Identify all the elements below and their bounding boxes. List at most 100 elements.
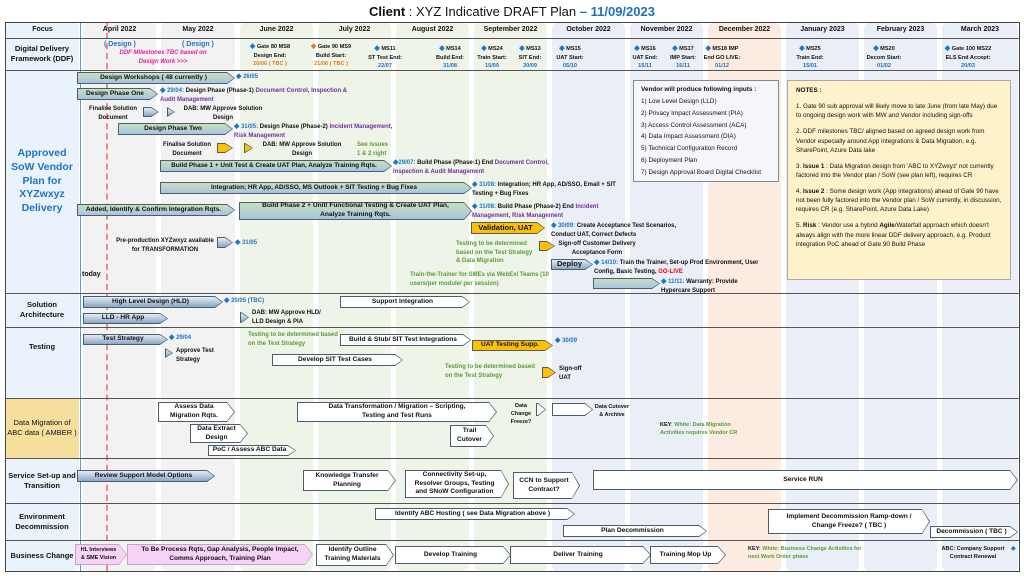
month-header: December 2022 bbox=[718, 26, 771, 33]
bar-kt-planning[interactable]: Knowledge Transfer Planning bbox=[303, 470, 396, 491]
bar-test-strategy[interactable]: Test Strategy bbox=[83, 334, 168, 345]
bar-outline-training[interactable]: Identify Outline Training Materials bbox=[316, 544, 394, 566]
row-label-testing: Testing bbox=[28, 342, 56, 352]
approve-arrow[interactable] bbox=[165, 348, 173, 358]
bar-added-integration-rqts[interactable]: Added, Identify & Confirm Integration Rq… bbox=[77, 204, 235, 216]
bar-integration[interactable]: Integration; HR App, AD/SSO, MS Outlook … bbox=[160, 182, 472, 194]
bar-uat-testing-supp[interactable]: UAT Testing Supp. bbox=[472, 340, 553, 351]
bar-develop-sit[interactable]: Develop SIT Test Cases bbox=[272, 354, 403, 366]
bar-hld[interactable]: High Level Design (HLD) bbox=[83, 296, 223, 308]
design-label: ( Design ) bbox=[104, 41, 136, 48]
ddf-milestone: ◆ Gate 100 MS22 ELS End Accept: 20/03 bbox=[944, 45, 992, 70]
month-header: September 2022 bbox=[483, 26, 538, 33]
bar-data-cutover[interactable] bbox=[552, 403, 593, 416]
row-label-business-change: Business Change bbox=[10, 550, 74, 560]
signoff-arrow[interactable] bbox=[539, 241, 555, 251]
abc-renewal-text: ABC: Company Support Contract Renewal bbox=[941, 546, 1005, 560]
row-label-ddf: Digital Delivery Framework (DDF) bbox=[10, 44, 74, 63]
milestone-arrow[interactable] bbox=[143, 107, 159, 117]
ddf-milestone: ◆ MS25 Train End: 15/01 bbox=[796, 45, 824, 70]
bar-hl-interviews[interactable]: HL Interviews & SME Vision bbox=[75, 544, 127, 565]
bar-build-phase-2[interactable]: Build Phase 2 + Unit/ Functional Testing… bbox=[239, 202, 472, 220]
milestone-diamond-icon: ◆ bbox=[519, 45, 525, 52]
focus-column bbox=[6, 23, 79, 571]
bar-design-workshops[interactable]: Design Workshops ( 48 currently ) bbox=[77, 72, 235, 84]
bar-plan-decommission[interactable]: Plan Decommission bbox=[563, 525, 707, 537]
ddf-milestone: ◆ MS24 Train Start: 15/09 bbox=[477, 45, 507, 70]
bar-develop-training[interactable]: Develop Training bbox=[395, 546, 511, 564]
ddf-milestone: ◆ MS16 UAT End: 15/11 bbox=[632, 45, 658, 70]
bar-data-extract[interactable]: Data Extract Design bbox=[190, 424, 248, 443]
bar-review-support[interactable]: Review Support Model Options bbox=[77, 470, 215, 482]
month-header: October 2022 bbox=[566, 26, 611, 33]
signoff-text: Sign-off Customer Delivery Acceptance Fo… bbox=[558, 241, 636, 256]
milestone-diamond-icon: ◆ bbox=[236, 73, 242, 80]
bar-decommission[interactable]: Decommission ( TBC ) bbox=[930, 526, 1018, 538]
phase2-milestone: ◆ 31/05: Design Phase (Phase-2) Incident… bbox=[234, 123, 393, 140]
testing-tbd-note: Testing to be determined based on the Te… bbox=[445, 364, 535, 379]
ddf-milestone: ◆ MS15 UAT Start: 05/10 bbox=[556, 45, 584, 70]
milestone-arrow[interactable] bbox=[244, 143, 253, 153]
bar-deliver-training[interactable]: Deliver Training bbox=[510, 546, 651, 564]
dab-text: DAB: MW Approve Solution Design bbox=[183, 106, 263, 121]
ddf-milestone: ◆ Gate 80 MS8 Design End: 20/06 ( TBC ) bbox=[249, 43, 291, 68]
milestone-diamond-icon: ◆ bbox=[799, 45, 805, 52]
bar-poc-assess[interactable]: PoC / Assess ABC Data bbox=[208, 445, 296, 456]
bar-build-phase-1[interactable]: Build Phase 1 + Unit Test & Create UAT P… bbox=[160, 160, 392, 172]
workshops-milestone: ◆ 26/05 bbox=[236, 73, 259, 80]
ddf-milestone: ◆ MS13 SIT End: 30/09 bbox=[518, 45, 542, 70]
preprod-text: Pre-production XYZwxyz available for TRA… bbox=[116, 238, 214, 253]
milestone-arrow[interactable] bbox=[217, 143, 233, 153]
milestone-diamond-icon: ◆ bbox=[634, 45, 640, 52]
bar-warranty[interactable] bbox=[593, 278, 660, 289]
preprod-arrow[interactable] bbox=[217, 237, 233, 248]
today-label: today bbox=[82, 271, 101, 278]
bar-service-run[interactable]: Service RUN bbox=[593, 470, 1018, 490]
month-header: March 2023 bbox=[960, 26, 1000, 33]
bar-assess-data[interactable]: Assess Data Migration Rqts. bbox=[158, 402, 235, 422]
bar-deploy[interactable]: Deploy bbox=[551, 259, 593, 270]
finalise-doc-text: Finalise Solution Document bbox=[88, 106, 137, 121]
bar-connectivity[interactable]: Connectivity Set-up, Resolver Groups, Te… bbox=[405, 470, 509, 498]
freeze-arrow[interactable] bbox=[536, 403, 546, 416]
month-header: November 2022 bbox=[640, 26, 693, 33]
bar-identify-hosting[interactable]: Identify ABC Hosting ( see Data Migratio… bbox=[375, 508, 575, 520]
hld-milestone: ◆ 20/05 (TBC) bbox=[224, 297, 265, 304]
dab-arrow[interactable] bbox=[240, 312, 249, 323]
bar-ccn[interactable]: CCN to Support Contract? bbox=[513, 472, 580, 499]
month-column bbox=[240, 23, 313, 571]
row-label-solution-architecture: Solution Architecture bbox=[19, 300, 65, 319]
month-header: January 2023 bbox=[800, 26, 845, 33]
row-label-data-migration: Data Migration of ABC data ( AMBER ) bbox=[7, 418, 77, 437]
bar-support-integration[interactable]: Support Integration bbox=[340, 296, 470, 308]
bar-design-phase-one[interactable]: Design Phase One bbox=[77, 88, 158, 100]
design-label: ( Design ) bbox=[182, 41, 214, 48]
test-strategy-milestone: ◆ 29/04 bbox=[169, 334, 192, 341]
validation-milestone: ◆ 30/09: Create Acceptance Test Scenario… bbox=[551, 222, 677, 239]
signoff-uat-arrow[interactable] bbox=[542, 367, 556, 378]
milestone-arrow[interactable] bbox=[167, 107, 175, 117]
dab-text: DAB: MW Approve HLD/ LLD Design & PIA bbox=[252, 310, 321, 325]
see-issues-note: See issues 1 & 2 right bbox=[357, 142, 389, 157]
integration-milestone: ◆ 31/08: Integration; HR App, AD/SSO, Em… bbox=[472, 181, 616, 198]
bar-trail-cutover[interactable]: Trail Cutover bbox=[450, 425, 494, 447]
phase1-milestone: ◆ 29/04: Design Phase (Phase-1) Document… bbox=[160, 87, 348, 104]
bar-design-phase-two[interactable]: Design Phase Two bbox=[118, 123, 233, 135]
ddf-milestone: ◆ MS17 IMP Start: 16/11 bbox=[669, 45, 697, 70]
bar-data-transformation[interactable]: Data Transformation / Migration – Script… bbox=[297, 402, 497, 422]
bar-training-mop-up[interactable]: Training Mop Up bbox=[650, 546, 726, 564]
bar-validation-uat[interactable]: Validation, UAT bbox=[471, 222, 545, 234]
bar-lld-hr-app[interactable]: LLD - HR App bbox=[83, 313, 168, 324]
bar-implement-decommission[interactable]: Implement Decommission Ramp-down / Chang… bbox=[768, 509, 930, 534]
bar-to-be-process[interactable]: To Be Process Rqts, Gap Analysis, People… bbox=[127, 544, 313, 565]
deploy-milestone: ◆ 14/10: Train the Trainer, Set-up Prod … bbox=[594, 259, 759, 276]
testing-tbd-note: Testing to be determined based on the Te… bbox=[248, 332, 338, 347]
cutover-text: Data Cutover & Archive bbox=[594, 404, 630, 418]
month-header: August 2022 bbox=[411, 26, 454, 33]
finalise-doc-text: Finalise Solution Document bbox=[162, 142, 211, 157]
bar-build-stub[interactable]: Build & Stub/ SIT Test Integrations bbox=[340, 334, 471, 346]
milestone-diamond-icon: ◆ bbox=[944, 45, 951, 52]
month-header: February 2023 bbox=[876, 26, 925, 33]
month-header: May 2022 bbox=[182, 26, 214, 33]
dm-key: KEY: White: Data Migration Activities re… bbox=[660, 422, 738, 436]
